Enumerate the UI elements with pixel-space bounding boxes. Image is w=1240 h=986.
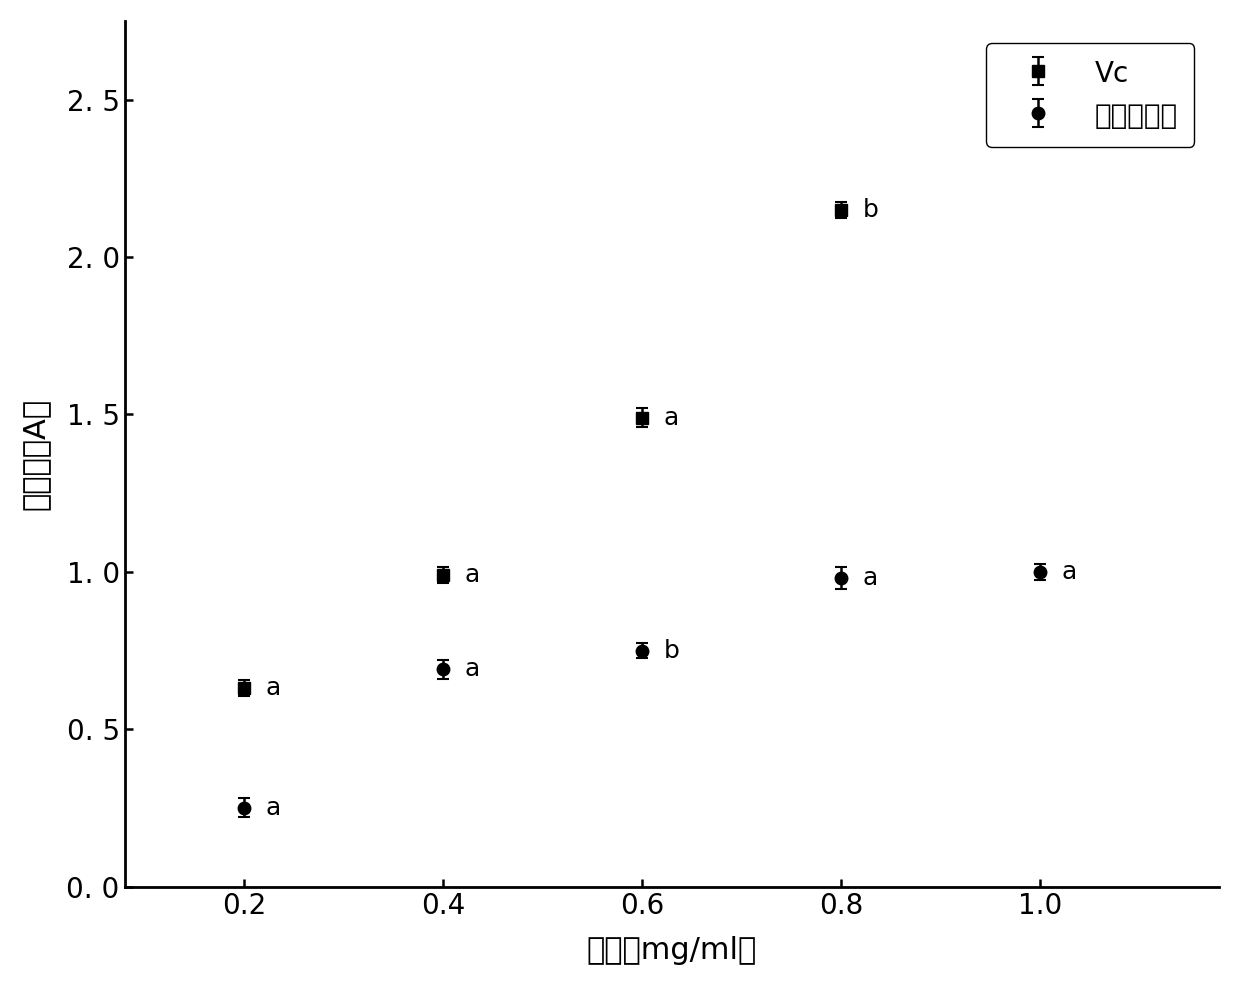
Text: a: a: [465, 658, 480, 681]
Y-axis label: 吸光度（A）: 吸光度（A）: [21, 397, 50, 510]
Text: a: a: [465, 563, 480, 587]
Text: a: a: [265, 676, 281, 700]
Text: a: a: [1061, 106, 1078, 130]
Text: a: a: [663, 405, 680, 430]
Text: a: a: [1061, 560, 1078, 584]
Text: b: b: [663, 639, 680, 663]
Legend: Vc, 卵转铁蛋白: Vc, 卵转铁蛋白: [986, 43, 1194, 147]
Text: a: a: [265, 796, 281, 820]
X-axis label: 浓度（mg/ml）: 浓度（mg/ml）: [587, 936, 756, 965]
Text: b: b: [863, 198, 879, 222]
Text: a: a: [863, 566, 878, 590]
